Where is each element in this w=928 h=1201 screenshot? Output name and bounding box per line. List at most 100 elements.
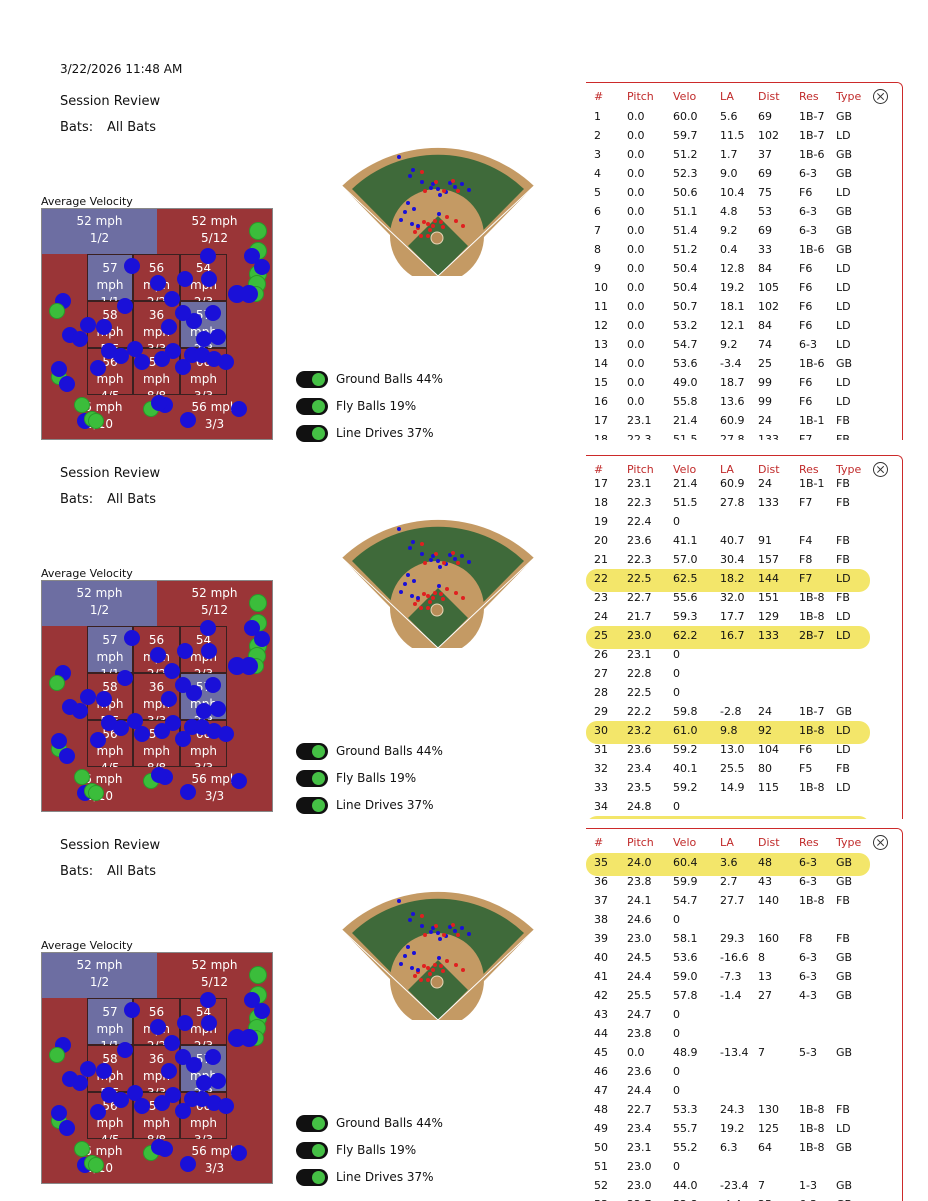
ground-balls-toggle[interactable] bbox=[296, 371, 328, 388]
table-row[interactable]: 25 23.0 62.2 16.7 133 2B-7 LD bbox=[586, 626, 902, 649]
column-header[interactable]: # bbox=[594, 90, 604, 103]
table-row[interactable]: 21 22.3 57.0 30.4 157 F8 FB bbox=[586, 550, 902, 569]
fly-balls-toggle[interactable] bbox=[296, 398, 328, 415]
table-row[interactable]: 47 24.4 0 bbox=[586, 1081, 902, 1100]
bats-filter[interactable]: Bats: All Bats bbox=[60, 864, 156, 879]
table-row[interactable]: 13 0.0 54.7 9.2 74 6-3 LD bbox=[586, 335, 902, 354]
zone-cell[interactable]: 52 mph 1/2 bbox=[42, 581, 157, 626]
batted-ball-table[interactable]: # Pitch Velo LA Dist Res Type 1 0.0 60.0 5.6 69 1B-… bbox=[586, 82, 903, 440]
table-row[interactable]: 12 0.0 53.2 12.1 84 F6 LD bbox=[586, 316, 902, 335]
table-row[interactable]: 19 22.4 0 bbox=[586, 512, 902, 531]
column-header[interactable]: Type bbox=[836, 836, 862, 849]
column-header[interactable]: Type bbox=[836, 463, 862, 476]
table-row[interactable]: 49 23.4 55.7 19.2 125 1B-8 LD bbox=[586, 1119, 902, 1138]
column-header[interactable]: Velo bbox=[673, 836, 697, 849]
zone-cell[interactable]: 52 mph 1/2 bbox=[42, 209, 157, 254]
table-row[interactable]: 17 23.1 21.4 60.9 24 1B-1 FB bbox=[586, 411, 902, 430]
column-header[interactable]: Dist bbox=[758, 463, 780, 476]
column-header[interactable]: Velo bbox=[673, 463, 697, 476]
table-row[interactable]: 20 23.6 41.1 40.7 91 F4 FB bbox=[586, 531, 902, 550]
table-row[interactable]: 1 0.0 60.0 5.6 69 1B-7 GB bbox=[586, 107, 902, 126]
table-row[interactable]: 48 22.7 53.3 24.3 130 1B-8 FB bbox=[586, 1100, 902, 1119]
bats-filter[interactable]: Bats: All Bats bbox=[60, 120, 156, 135]
table-row[interactable]: 50 23.1 55.2 6.3 64 1B-8 GB bbox=[586, 1138, 902, 1157]
column-header[interactable]: Res bbox=[799, 90, 819, 103]
column-header[interactable]: # bbox=[594, 463, 604, 476]
close-icon[interactable] bbox=[873, 89, 888, 104]
table-row[interactable]: 24 21.7 59.3 17.7 129 1B-8 LD bbox=[586, 607, 902, 626]
ground-balls-toggle[interactable] bbox=[296, 743, 328, 760]
table-row[interactable]: 14 0.0 53.6 -3.4 25 1B-6 GB bbox=[586, 354, 902, 373]
table-row[interactable]: 18 22.3 51.5 27.8 133 F7 FB bbox=[586, 493, 902, 512]
table-row[interactable]: 52 23.0 44.0 -23.4 7 1-3 GB bbox=[586, 1176, 902, 1195]
table-row[interactable]: 4 0.0 52.3 9.0 69 6-3 GB bbox=[586, 164, 902, 183]
table-row[interactable]: 22 22.5 62.5 18.2 144 F7 LD bbox=[586, 569, 902, 592]
zone-cell[interactable]: 56 mph 3/3 bbox=[157, 1139, 272, 1183]
table-row[interactable]: 34 24.8 0 bbox=[586, 797, 902, 816]
column-header[interactable]: Res bbox=[799, 836, 819, 849]
zone-cell[interactable]: 56 mph 3/3 bbox=[157, 767, 272, 811]
table-row[interactable]: 18 22.3 51.5 27.8 133 F7 FB bbox=[586, 430, 902, 440]
fly-balls-toggle[interactable] bbox=[296, 770, 328, 787]
table-row[interactable]: 26 23.1 0 bbox=[586, 645, 902, 664]
table-row[interactable]: 46 23.6 0 bbox=[586, 1062, 902, 1081]
column-header[interactable]: LA bbox=[720, 836, 734, 849]
table-row[interactable]: 33 23.5 59.2 14.9 115 1B-8 LD bbox=[586, 778, 902, 797]
table-row[interactable]: 9 0.0 50.4 12.8 84 F6 LD bbox=[586, 259, 902, 278]
table-row[interactable]: 16 0.0 55.8 13.6 99 F6 LD bbox=[586, 392, 902, 411]
table-row[interactable]: 36 23.8 59.9 2.7 43 6-3 GB bbox=[586, 872, 902, 891]
table-row[interactable]: 40 24.5 53.6 -16.6 8 6-3 GB bbox=[586, 948, 902, 967]
table-row[interactable]: 44 23.8 0 bbox=[586, 1024, 902, 1043]
table-row[interactable]: 31 23.6 59.2 13.0 104 F6 LD bbox=[586, 740, 902, 759]
table-row[interactable]: 5322.752.8-4.4256-3GB bbox=[586, 1195, 902, 1201]
table-row[interactable]: 28 22.5 0 bbox=[586, 683, 902, 702]
zone-cell[interactable]: 56 mph 3/3 bbox=[157, 395, 272, 439]
column-header[interactable]: Dist bbox=[758, 836, 780, 849]
table-row[interactable]: 38 24.6 0 bbox=[586, 910, 902, 929]
zone-cell[interactable]: 52 mph 1/2 bbox=[42, 953, 157, 998]
fly-balls-toggle[interactable] bbox=[296, 1142, 328, 1159]
column-header[interactable]: LA bbox=[720, 463, 734, 476]
column-header[interactable]: Res bbox=[799, 463, 819, 476]
column-header[interactable]: Pitch bbox=[627, 463, 654, 476]
close-icon[interactable] bbox=[873, 835, 888, 850]
table-row[interactable]: 45 0.0 48.9 -13.4 7 5-3 GB bbox=[586, 1043, 902, 1062]
table-row[interactable]: 27 22.8 0 bbox=[586, 664, 902, 683]
close-icon[interactable] bbox=[873, 462, 888, 477]
table-row[interactable]: 30 23.2 61.0 9.8 92 1B-8 LD bbox=[586, 721, 902, 744]
table-row[interactable]: 29 22.2 59.8 -2.8 24 1B-7 GB bbox=[586, 702, 902, 721]
column-header[interactable]: Velo bbox=[673, 90, 697, 103]
column-header[interactable]: Type bbox=[836, 90, 862, 103]
table-row[interactable]: 51 23.0 0 bbox=[586, 1157, 902, 1176]
batted-ball-table[interactable]: # Pitch Velo LA Dist Res Type 35 24.0 60.4 3.6 48 6… bbox=[586, 828, 903, 1201]
table-row[interactable]: 11 0.0 50.7 18.1 102 F6 LD bbox=[586, 297, 902, 316]
table-row[interactable]: 43 24.7 0 bbox=[586, 1005, 902, 1024]
table-row[interactable]: 23 22.7 55.6 32.0 151 1B-8 FB bbox=[586, 588, 902, 607]
column-header[interactable]: LA bbox=[720, 90, 734, 103]
table-row[interactable]: 3 0.0 51.2 1.7 37 1B-6 GB bbox=[586, 145, 902, 164]
table-row[interactable]: 15 0.0 49.0 18.7 99 F6 LD bbox=[586, 373, 902, 392]
table-row[interactable]: 32 23.4 40.1 25.5 80 F5 FB bbox=[586, 759, 902, 778]
table-row[interactable]: 6 0.0 51.1 4.8 53 6-3 GB bbox=[586, 202, 902, 221]
table-row[interactable]: 39 23.0 58.1 29.3 160 F8 FB bbox=[586, 929, 902, 948]
column-header[interactable]: Dist bbox=[758, 90, 780, 103]
table-row[interactable]: 10 0.0 50.4 19.2 105 F6 LD bbox=[586, 278, 902, 297]
table-row[interactable]: 42 25.5 57.8 -1.4 27 4-3 GB bbox=[586, 986, 902, 1005]
table-row[interactable]: 5 0.0 50.6 10.4 75 F6 LD bbox=[586, 183, 902, 202]
column-header[interactable]: Pitch bbox=[627, 836, 654, 849]
column-header[interactable]: Pitch bbox=[627, 90, 654, 103]
batted-ball-table[interactable]: # Pitch Velo LA Dist Res Type 17 23.1 21.4 60.9 24… bbox=[586, 455, 903, 819]
table-row[interactable]: 41 24.4 59.0 -7.3 13 6-3 GB bbox=[586, 967, 902, 986]
ground-balls-toggle[interactable] bbox=[296, 1115, 328, 1132]
table-row[interactable]: 2 0.0 59.7 11.5 102 1B-7 LD bbox=[586, 126, 902, 145]
bats-filter[interactable]: Bats: All Bats bbox=[60, 492, 156, 507]
table-row[interactable]: 37 24.1 54.7 27.7 140 1B-8 FB bbox=[586, 891, 902, 910]
line-drives-toggle[interactable] bbox=[296, 797, 328, 814]
table-row[interactable]: 8 0.0 51.2 0.4 33 1B-6 GB bbox=[586, 240, 902, 259]
column-header[interactable]: # bbox=[594, 836, 604, 849]
line-drives-toggle[interactable] bbox=[296, 425, 328, 442]
